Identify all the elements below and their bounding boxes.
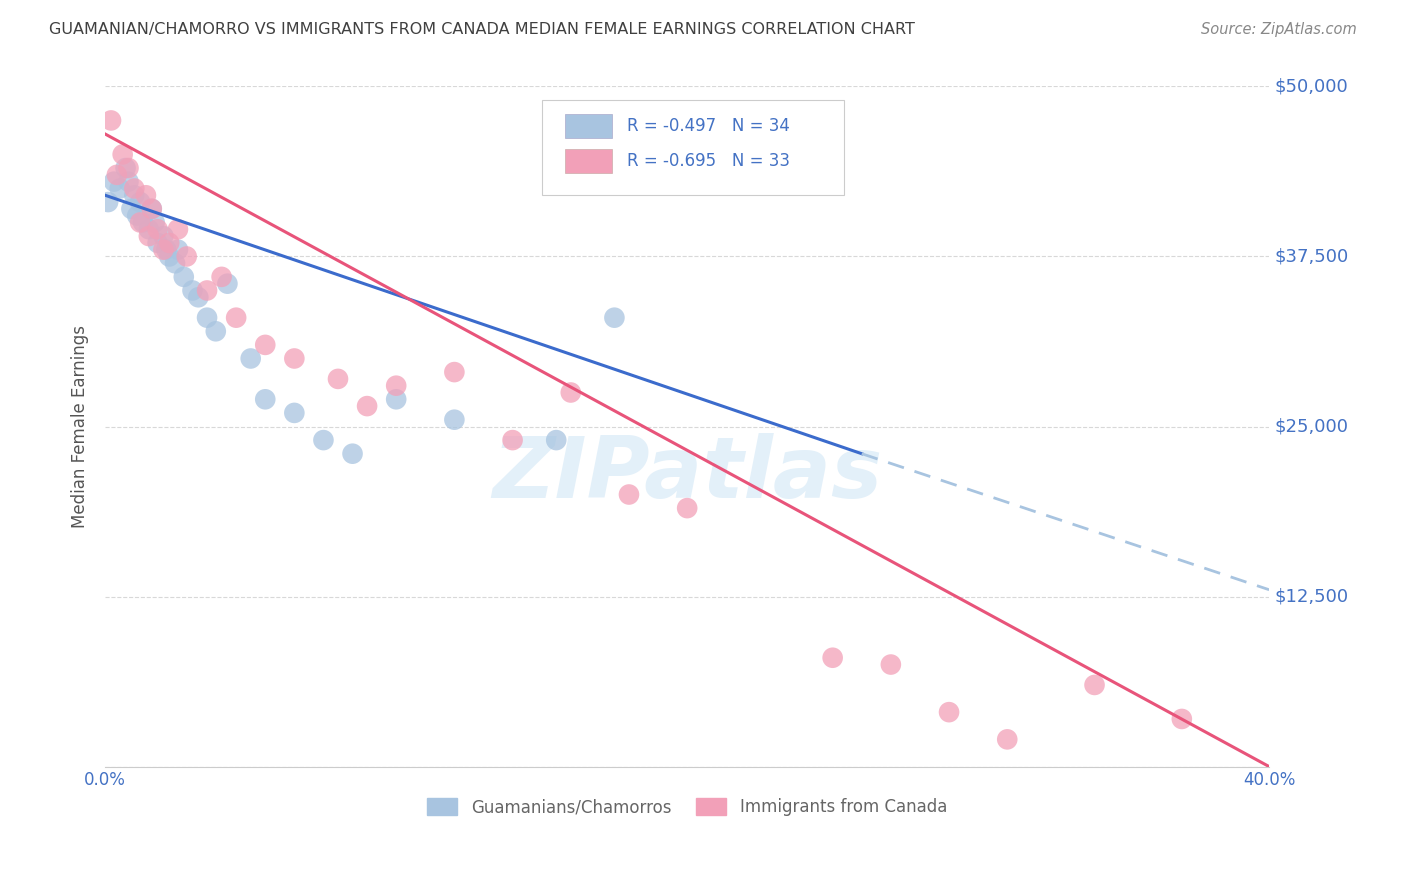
Legend: Guamanians/Chamorros, Immigrants from Canada: Guamanians/Chamorros, Immigrants from Ca… xyxy=(420,791,953,822)
Point xyxy=(1083,678,1105,692)
Point xyxy=(617,487,640,501)
Point xyxy=(155,243,177,257)
Point xyxy=(938,705,960,719)
Point xyxy=(111,147,134,161)
Point xyxy=(152,229,174,244)
Text: R = -0.695   N = 33: R = -0.695 N = 33 xyxy=(627,153,790,170)
Point xyxy=(146,222,169,236)
Point xyxy=(176,250,198,264)
Point xyxy=(97,195,120,210)
Point xyxy=(127,209,149,223)
Point xyxy=(385,392,408,407)
Point xyxy=(141,202,163,216)
Point xyxy=(443,413,465,427)
Point xyxy=(117,175,139,189)
Point xyxy=(138,222,160,236)
Point xyxy=(356,399,378,413)
Point xyxy=(103,175,125,189)
Point xyxy=(141,202,163,216)
Point xyxy=(560,385,582,400)
Point xyxy=(129,195,152,210)
Point xyxy=(146,235,169,250)
Point xyxy=(326,372,349,386)
Point xyxy=(124,181,146,195)
Point xyxy=(135,188,157,202)
Point xyxy=(603,310,626,325)
Point xyxy=(143,215,166,229)
Text: R = -0.497   N = 34: R = -0.497 N = 34 xyxy=(627,117,790,135)
Point xyxy=(120,202,142,216)
Point xyxy=(254,392,277,407)
Point xyxy=(132,215,155,229)
Point xyxy=(129,215,152,229)
Point xyxy=(342,447,364,461)
Point xyxy=(157,235,180,250)
Point xyxy=(157,250,180,264)
Point xyxy=(217,277,239,291)
Point xyxy=(1171,712,1194,726)
Bar xyxy=(565,113,612,138)
Y-axis label: Median Female Earnings: Median Female Earnings xyxy=(72,325,89,528)
Point xyxy=(117,161,139,175)
Point xyxy=(385,378,408,392)
Point xyxy=(138,229,160,244)
Point xyxy=(124,188,146,202)
Point xyxy=(167,222,190,236)
Point xyxy=(546,433,568,447)
Point xyxy=(283,406,305,420)
Point xyxy=(211,269,233,284)
Point xyxy=(312,433,335,447)
Point xyxy=(821,650,844,665)
Point xyxy=(100,113,122,128)
Text: $25,000: $25,000 xyxy=(1275,417,1348,435)
Point xyxy=(195,284,218,298)
Text: Source: ZipAtlas.com: Source: ZipAtlas.com xyxy=(1201,22,1357,37)
Point xyxy=(187,290,209,304)
Text: ZIPatlas: ZIPatlas xyxy=(492,433,883,516)
Point xyxy=(239,351,262,366)
FancyBboxPatch shape xyxy=(541,100,844,195)
Text: GUAMANIAN/CHAMORRO VS IMMIGRANTS FROM CANADA MEDIAN FEMALE EARNINGS CORRELATION : GUAMANIAN/CHAMORRO VS IMMIGRANTS FROM CA… xyxy=(49,22,915,37)
Point xyxy=(195,310,218,325)
Point xyxy=(152,243,174,257)
Point xyxy=(204,324,226,338)
Point xyxy=(880,657,903,672)
Point xyxy=(254,338,277,352)
Point xyxy=(108,181,131,195)
Bar xyxy=(565,149,612,174)
Point xyxy=(163,256,186,270)
Point xyxy=(283,351,305,366)
Point xyxy=(105,168,128,182)
Text: $37,500: $37,500 xyxy=(1275,247,1350,266)
Point xyxy=(225,310,247,325)
Text: $50,000: $50,000 xyxy=(1275,78,1348,95)
Point xyxy=(173,269,195,284)
Point xyxy=(676,501,699,516)
Point xyxy=(995,732,1018,747)
Point xyxy=(167,243,190,257)
Point xyxy=(443,365,465,379)
Point xyxy=(114,161,136,175)
Point xyxy=(502,433,524,447)
Text: $12,500: $12,500 xyxy=(1275,588,1350,606)
Point xyxy=(181,284,204,298)
